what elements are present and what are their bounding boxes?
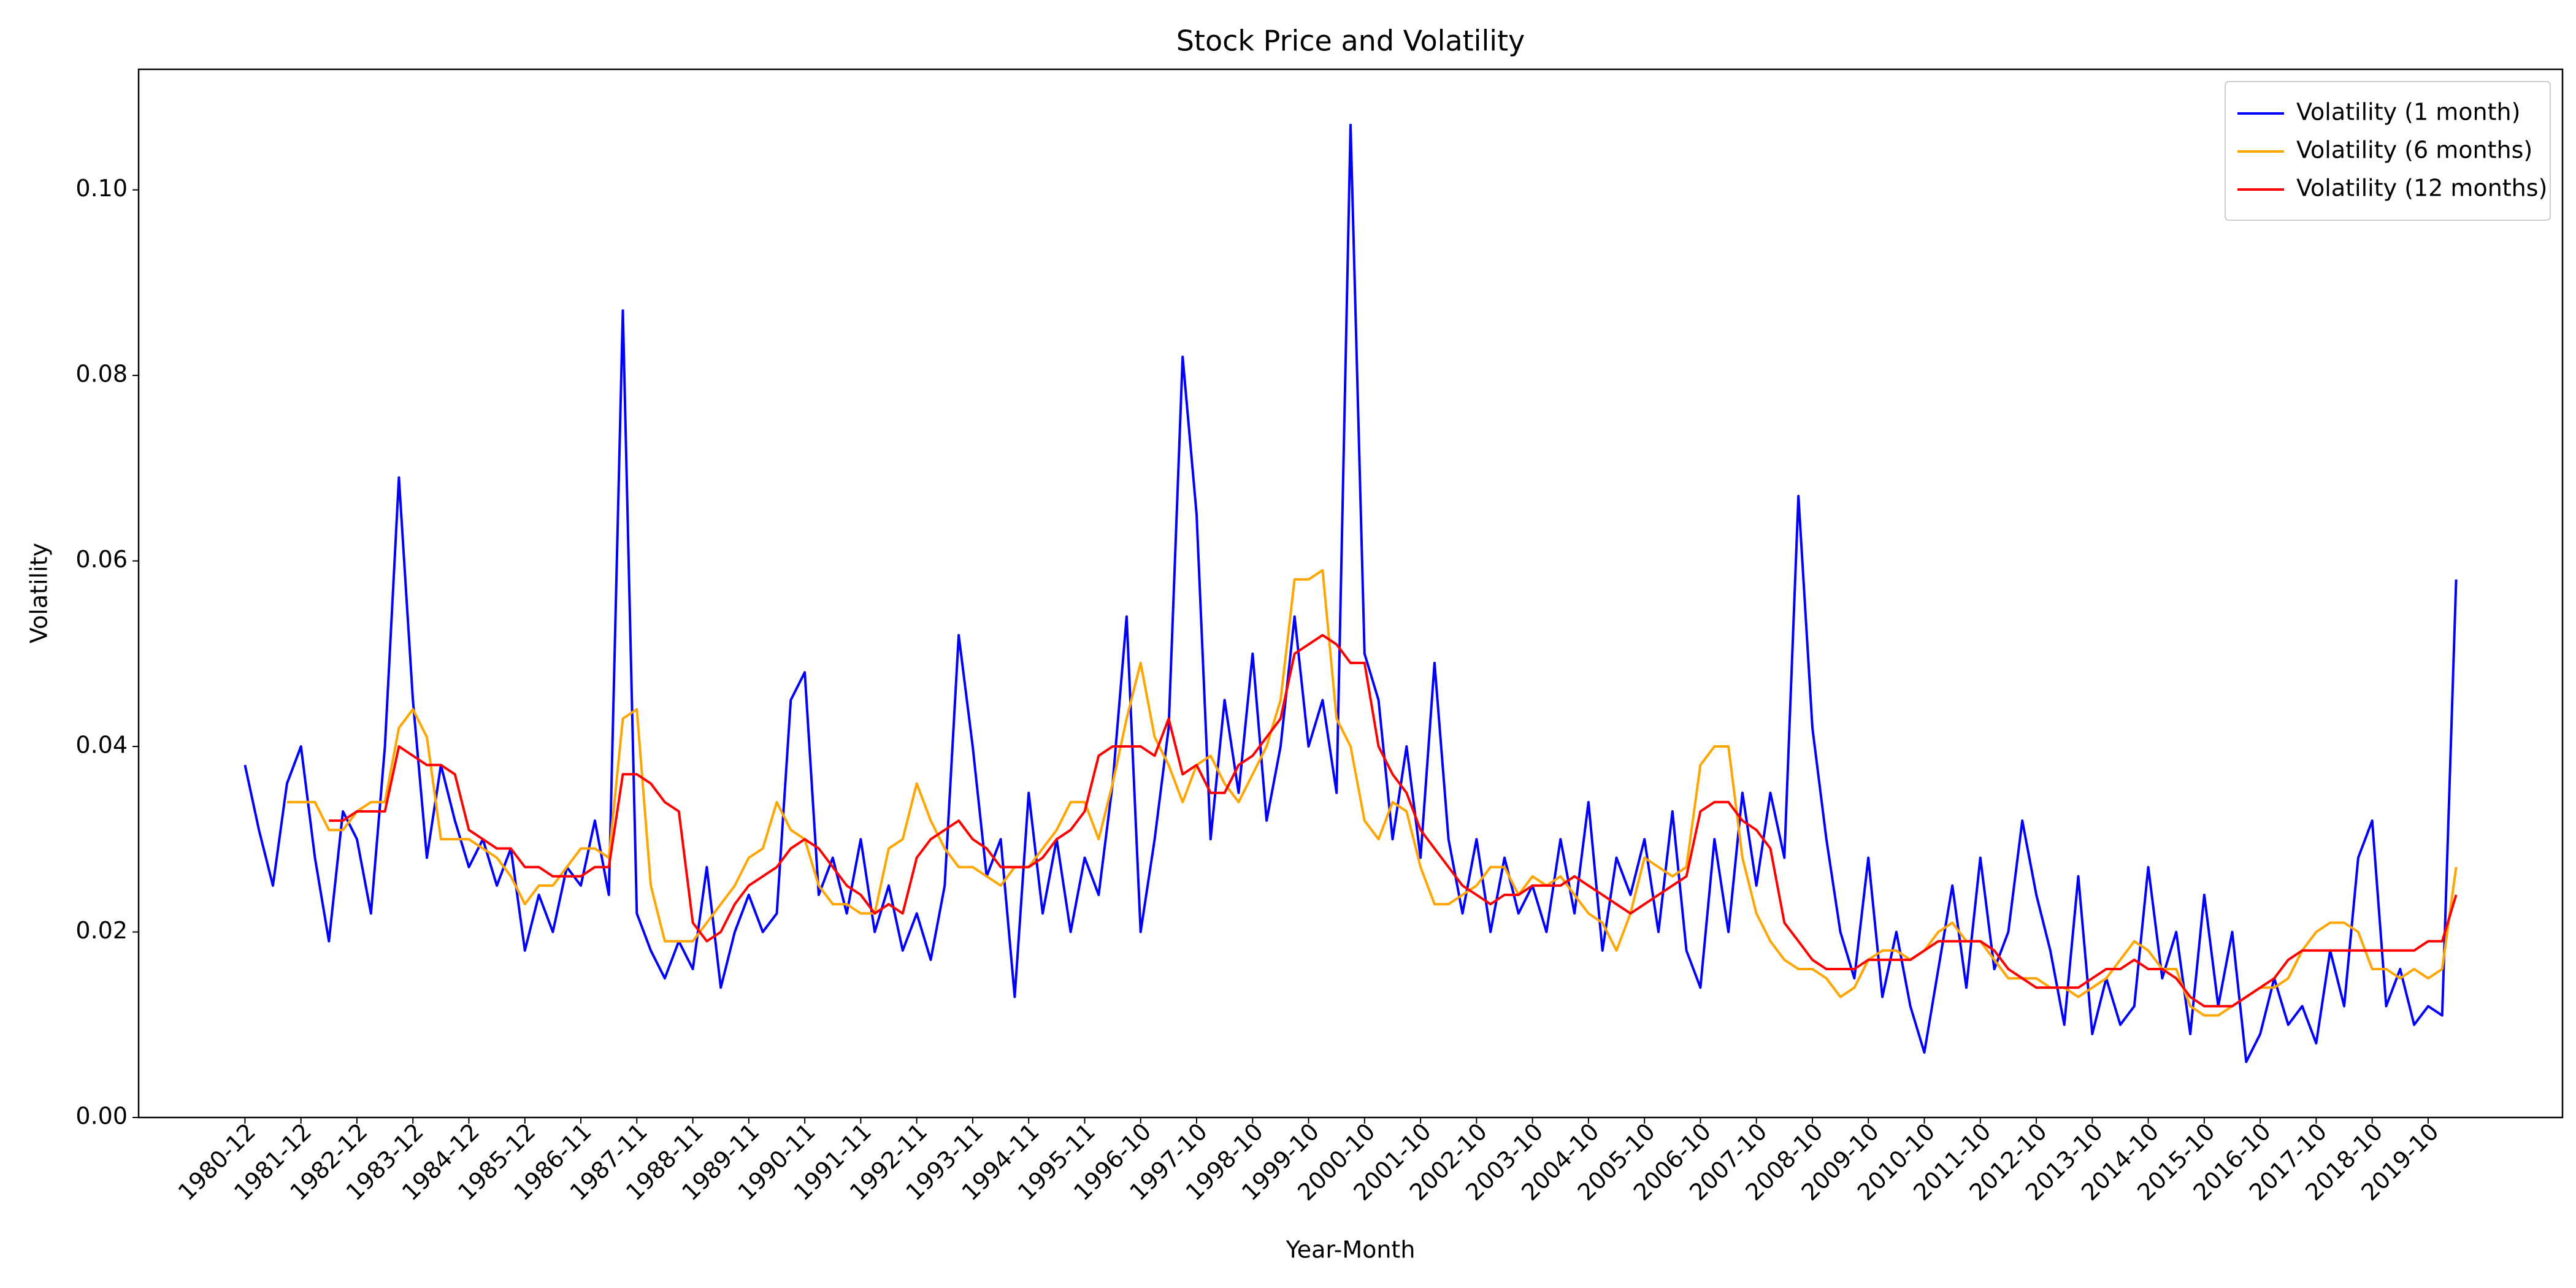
y-tick-label: 0.04 — [75, 732, 128, 759]
series-line — [329, 634, 2458, 1008]
series-line — [286, 569, 2458, 1017]
legend: Volatility (1 month) Volatility (6 months… — [2225, 81, 2551, 221]
x-axis-label: Year-Month — [1286, 1236, 1416, 1263]
legend-label: Volatility (6 months) — [2296, 137, 2532, 164]
y-tick-label: 0.10 — [75, 175, 128, 202]
legend-box — [2225, 81, 2551, 221]
y-tick-label: 0.02 — [75, 917, 128, 944]
y-tick-label: 0.06 — [75, 546, 128, 573]
plot-frame — [137, 68, 2564, 1119]
chart-title: Stock Price and Volatility — [1176, 25, 1525, 58]
legend-label: Volatility (1 month) — [2296, 99, 2520, 126]
y-axis-label: Volatility — [26, 543, 53, 643]
y-tick-label: 0.08 — [75, 361, 128, 388]
y-tick-label: 0.00 — [75, 1103, 128, 1130]
legend-label: Volatility (12 months) — [2296, 175, 2547, 202]
